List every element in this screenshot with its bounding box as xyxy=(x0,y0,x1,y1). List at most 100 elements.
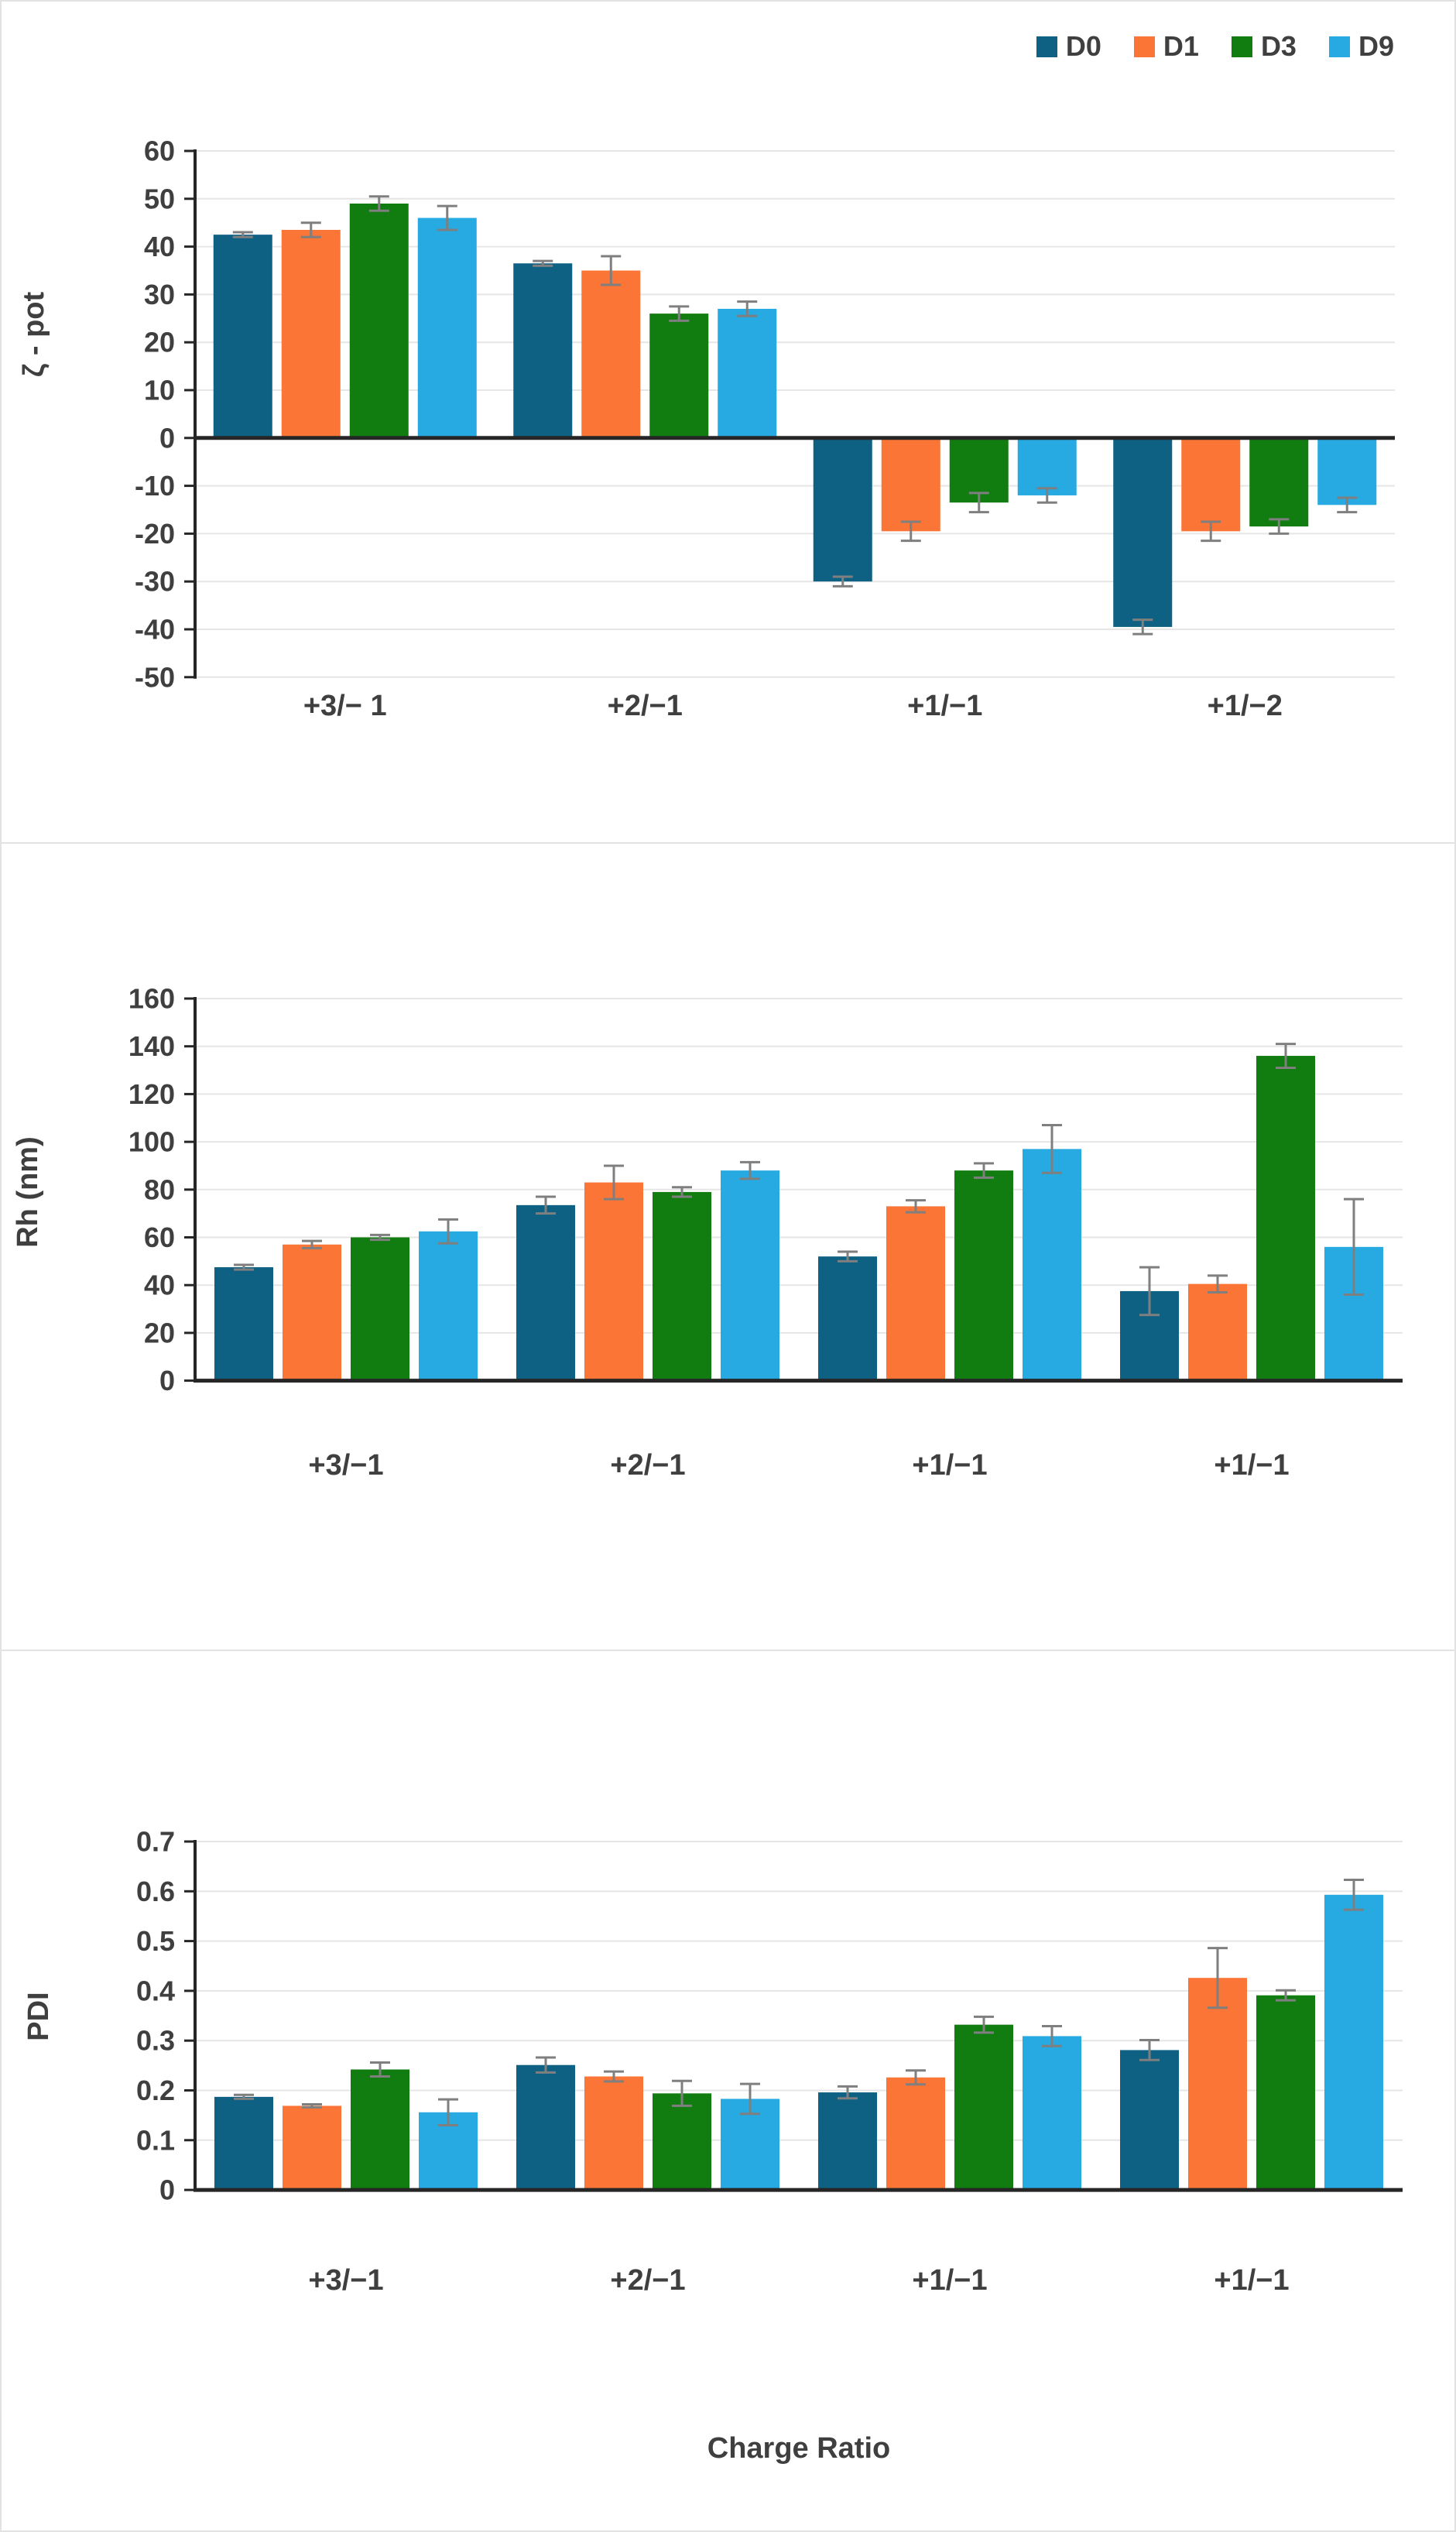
bar-D3-3 xyxy=(1256,1056,1315,1381)
legend-item-D0: D0 xyxy=(1036,33,1101,60)
y-tick-label: 60 xyxy=(144,135,175,167)
bar-D1-0 xyxy=(283,2105,341,2191)
y-tick-label: 0.2 xyxy=(136,2075,175,2106)
rh-chart: 160 140 120 100 80 60 40 20 0 +3/−1 +2/−1 +1/−1 +1/−… xyxy=(12,983,1403,1482)
y-tick-label: 100 xyxy=(128,1126,175,1158)
pdi-panel: 0.7 0.6 0.5 0.4 0.3 0.2 0.1 0 +3/−1 +2/−1 +1/−1 +1/… xyxy=(2,1650,1454,2527)
y-tick-label: 40 xyxy=(144,1269,175,1301)
legend-item-D9: D9 xyxy=(1328,30,1394,62)
bar-D3-2 xyxy=(954,2024,1013,2191)
y-axis-title: PDI xyxy=(22,1992,55,2040)
bar-D1-1 xyxy=(581,270,641,438)
bar-D3-1 xyxy=(649,314,709,438)
y-tick-label: 50 xyxy=(144,183,175,214)
bar-D3-3 xyxy=(1256,1995,1315,2191)
bar-D3-2 xyxy=(949,437,1009,503)
y-tick-label: 0 xyxy=(159,1365,175,1396)
bar-D3-3 xyxy=(1249,437,1309,527)
y-tick-label: 0.3 xyxy=(136,2025,175,2057)
y-tick-label: -20 xyxy=(135,518,175,550)
y-tick-label: 0 xyxy=(159,2174,175,2206)
bar-D9-2 xyxy=(1023,2036,1081,2191)
category-label: +2/−1 xyxy=(610,2264,685,2297)
bar-D0-2 xyxy=(813,437,872,582)
category-label: +1/−1 xyxy=(1214,1449,1289,1482)
y-tick-label: 40 xyxy=(144,231,175,262)
bar-D3-0 xyxy=(351,1237,409,1381)
bar-D9-2 xyxy=(1023,1149,1081,1381)
bar-D9-0 xyxy=(419,1231,478,1381)
category-label: +3/−1 xyxy=(308,2264,383,2297)
bar-D1-3 xyxy=(1181,437,1241,532)
y-tick-label: 0.7 xyxy=(136,1826,175,1858)
bar-D0-2 xyxy=(818,1256,877,1381)
y-tick-label: -10 xyxy=(135,470,175,502)
bar-D3-1 xyxy=(653,1191,711,1381)
y-tick-label: 0.1 xyxy=(136,2124,175,2156)
y-tick-label: 10 xyxy=(144,375,175,406)
category-label: +3/−1 xyxy=(308,1449,383,1482)
y-tick-label: 20 xyxy=(144,1317,175,1348)
x-axis-title: Charge Ratio xyxy=(707,2432,890,2465)
bar-D9-3 xyxy=(1324,1894,1383,2191)
bar-D1-2 xyxy=(886,1206,945,1381)
zeta-pot-panel: D0 D1 D3 D9 60 50 40 30 20 10 0 -10 -20 -30 -40 -50 +3/… xyxy=(2,2,1454,842)
category-label: +1/−1 xyxy=(912,2264,987,2297)
bar-D3-1 xyxy=(653,2093,711,2191)
y-tick-label: 60 xyxy=(144,1221,175,1253)
category-label: +1/−2 xyxy=(1208,690,1283,722)
bar-D3-0 xyxy=(351,2069,409,2191)
bar-D0-1 xyxy=(516,1204,575,1381)
category-label: +1/−1 xyxy=(912,1449,987,1482)
y-tick-label: 160 xyxy=(128,983,175,1015)
bar-D0-3 xyxy=(1113,437,1173,627)
y-tick-label: 80 xyxy=(144,1173,175,1205)
y-tick-label: 120 xyxy=(128,1078,175,1110)
legend-label: D3 xyxy=(1260,30,1297,62)
y-tick-label: -40 xyxy=(135,614,175,646)
bar-D9-3 xyxy=(1317,437,1377,505)
category-label: +3/− 1 xyxy=(303,690,387,722)
bar-D0-3 xyxy=(1120,2050,1179,2191)
bar-D1-3 xyxy=(1188,1283,1247,1381)
zeta-pot-chart: 60 50 40 30 20 10 0 -10 -20 -30 -40 -50 +3/− 1 +2/−1 +… xyxy=(18,135,1395,722)
category-label: +1/−1 xyxy=(1214,2264,1289,2297)
legend-item-D1: D1 xyxy=(1133,30,1199,62)
bar-D1-2 xyxy=(881,437,940,532)
bar-D9-2 xyxy=(1017,437,1077,495)
bar-D3-2 xyxy=(954,1170,1013,1381)
legend-swatch-icon xyxy=(1328,36,1350,57)
category-label: +1/−1 xyxy=(907,690,982,722)
legend-swatch-icon xyxy=(1133,36,1155,57)
bar-D9-1 xyxy=(718,308,777,438)
bar-D9-1 xyxy=(721,1170,779,1381)
y-tick-label: 0 xyxy=(159,422,175,454)
y-tick-label: -30 xyxy=(135,566,175,598)
bar-D1-1 xyxy=(584,1182,643,1381)
legend-swatch-icon xyxy=(1036,36,1057,57)
bar-D0-0 xyxy=(213,235,272,438)
legend-label: D9 xyxy=(1358,30,1394,62)
legend-label: D1 xyxy=(1163,30,1199,62)
legend-label: D0 xyxy=(1065,30,1101,62)
rh-panel: 160 140 120 100 80 60 40 20 0 +3/−1 +2/−1 +1/−1 +1/−… xyxy=(2,842,1454,1650)
y-axis-title: ζ - pot xyxy=(18,291,50,377)
bar-D1-1 xyxy=(584,2076,643,2191)
y-tick-label: 0.4 xyxy=(136,1975,175,2006)
legend-swatch-icon xyxy=(1231,36,1252,57)
bar-D0-1 xyxy=(516,2064,575,2191)
bar-D9-0 xyxy=(417,218,477,438)
pdi-chart: 0.7 0.6 0.5 0.4 0.3 0.2 0.1 0 +3/−1 +2/−1 +1/−1 +1/… xyxy=(22,1826,1403,2465)
bar-D1-0 xyxy=(281,229,341,438)
y-tick-label: 30 xyxy=(144,279,175,310)
bar-D1-0 xyxy=(283,1244,341,1381)
bar-D3-0 xyxy=(349,203,409,438)
bar-D0-1 xyxy=(513,263,573,438)
category-label: +2/−1 xyxy=(608,690,683,722)
y-axis-title: Rh (nm) xyxy=(12,1136,44,1248)
y-tick-label: 0.6 xyxy=(136,1876,175,1907)
bar-D0-2 xyxy=(818,2092,877,2191)
legend-item-D3: D3 xyxy=(1231,30,1297,62)
bar-D1-3 xyxy=(1188,1978,1247,2191)
